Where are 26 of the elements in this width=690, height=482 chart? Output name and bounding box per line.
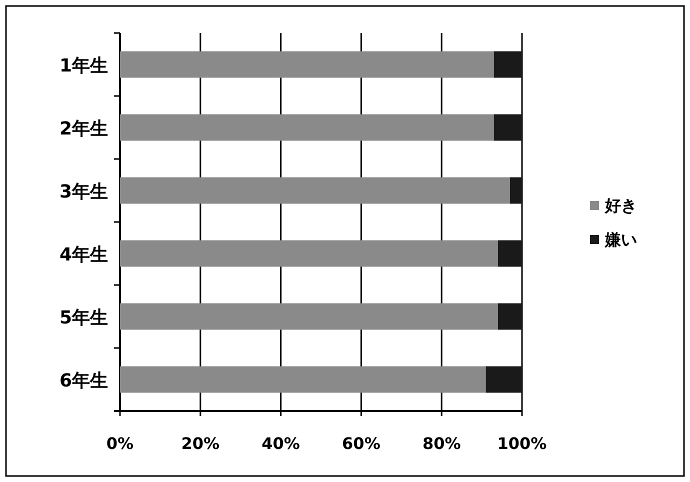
x-tick-label: 80% [422, 434, 461, 453]
bar [486, 366, 522, 393]
bar [120, 240, 498, 267]
bar [494, 114, 522, 141]
bar [120, 177, 510, 204]
x-tick-label: 0% [106, 434, 134, 453]
x-tick-label: 100% [497, 434, 547, 453]
bar [510, 177, 522, 204]
x-tick-label: 60% [342, 434, 380, 453]
y-tick-label: 1年生 [59, 56, 108, 76]
y-tick-label: 3年生 [59, 182, 108, 202]
y-tick-label: 5年生 [59, 308, 108, 328]
legend-label: 好き [604, 196, 637, 215]
bar [494, 51, 522, 78]
y-tick-label: 2年生 [59, 118, 108, 140]
bar [120, 366, 486, 393]
bar [498, 303, 522, 330]
bar [498, 240, 522, 267]
bar [120, 114, 494, 141]
bar [120, 303, 498, 330]
y-tick-label: 4年生 [59, 244, 108, 266]
y-tick-label: 6年生 [59, 370, 108, 392]
x-tick-label: 20% [181, 434, 220, 453]
x-tick-label: 40% [262, 434, 300, 453]
legend-label: 嫌い [604, 230, 637, 249]
bar [120, 51, 494, 78]
